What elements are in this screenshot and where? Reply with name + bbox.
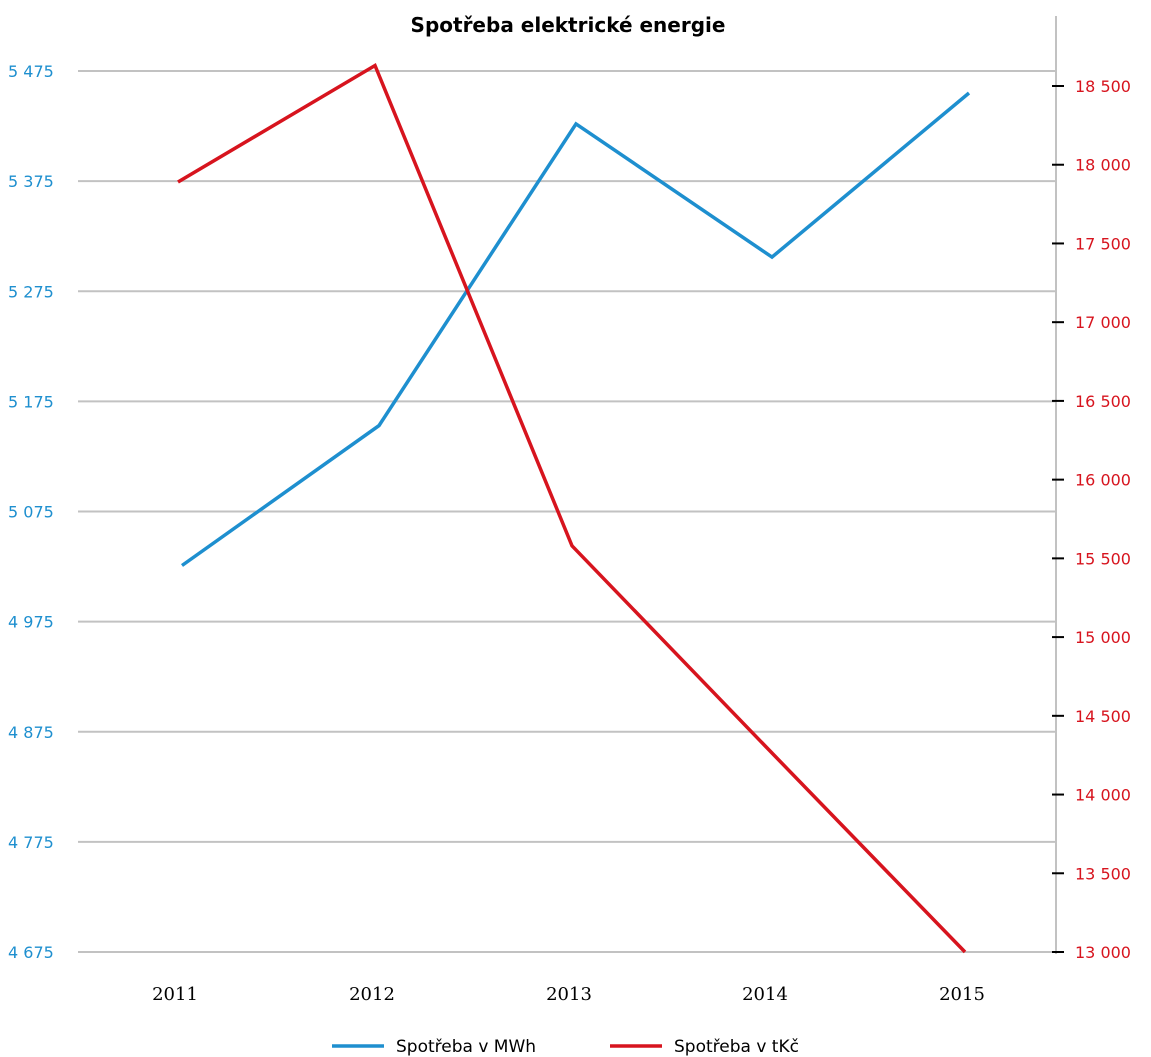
series-line <box>177 62 967 954</box>
left-tick-label: 4 875 <box>8 723 54 742</box>
x-tick-label: 2014 <box>742 984 788 1005</box>
left-axis-tick-labels: 4 675 4 775 4 875 4 975 5 075 5 175 5 275 5 375… <box>8 62 54 962</box>
left-tick-label: 5 475 <box>8 62 54 81</box>
series-line <box>180 91 971 567</box>
right-tick-label: 13 500 <box>1075 864 1131 883</box>
x-tick-label: 2013 <box>546 984 592 1005</box>
x-tick-label: 2011 <box>152 984 198 1005</box>
gridlines <box>78 70 1056 953</box>
chart-title: Spotřeba elektrické energie <box>411 13 726 37</box>
right-axis-tick-labels: 13 000 13 500 14 000 14 500 15 000 15 500 16 0… <box>1075 77 1131 962</box>
left-tick-label: 5 075 <box>8 503 54 522</box>
right-tick-label: 13 000 <box>1075 943 1131 962</box>
left-tick-label: 5 175 <box>8 392 54 411</box>
legend: Spotřeba v MWh Spotřeba v tKč <box>332 1037 799 1057</box>
series-lines <box>177 62 971 954</box>
right-tick-label: 15 500 <box>1075 549 1131 568</box>
right-tick-label: 17 500 <box>1075 234 1131 253</box>
right-tick-label: 18 500 <box>1075 77 1131 96</box>
left-tick-label: 4 975 <box>8 613 54 632</box>
right-tick-label: 15 000 <box>1075 628 1131 647</box>
right-tick-label: 16 000 <box>1075 471 1131 490</box>
left-tick-label: 4 675 <box>8 943 54 962</box>
left-tick-label: 4 775 <box>8 833 54 852</box>
x-tick-label: 2012 <box>349 984 395 1005</box>
right-tick-label: 14 500 <box>1075 707 1131 726</box>
right-tick-label: 17 000 <box>1075 313 1131 332</box>
axes <box>1052 16 1064 954</box>
right-tick-label: 16 500 <box>1075 392 1131 411</box>
x-tick-label: 2015 <box>939 984 985 1005</box>
right-tick-label: 14 000 <box>1075 786 1131 805</box>
left-tick-label: 5 375 <box>8 172 54 191</box>
right-tick-label: 18 000 <box>1075 156 1131 175</box>
legend-label: Spotřeba v MWh <box>396 1037 536 1057</box>
x-axis-tick-labels: 2011 2012 2013 2014 2015 <box>152 984 985 1005</box>
left-tick-label: 5 275 <box>8 282 54 301</box>
legend-label: Spotřeba v tKč <box>674 1037 799 1057</box>
